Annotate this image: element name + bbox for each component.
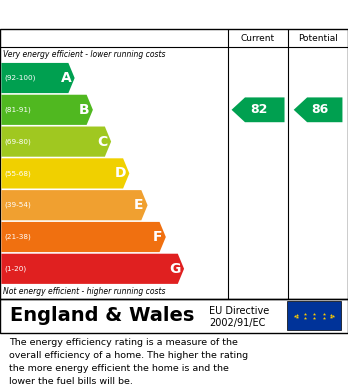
- Text: G: G: [170, 262, 181, 276]
- Text: The energy efficiency rating is a measure of the
overall efficiency of a home. T: The energy efficiency rating is a measur…: [9, 338, 248, 386]
- Polygon shape: [1, 127, 111, 157]
- Text: (1-20): (1-20): [4, 265, 26, 272]
- Text: E: E: [134, 198, 144, 212]
- Text: Not energy efficient - higher running costs: Not energy efficient - higher running co…: [3, 287, 166, 296]
- Polygon shape: [1, 63, 74, 93]
- Text: C: C: [97, 135, 108, 149]
- Bar: [287, 301, 341, 330]
- Text: F: F: [152, 230, 162, 244]
- Polygon shape: [1, 190, 148, 220]
- Text: 82: 82: [251, 103, 268, 116]
- Polygon shape: [1, 254, 184, 284]
- Text: (39-54): (39-54): [4, 202, 31, 208]
- Polygon shape: [1, 158, 129, 188]
- Text: England & Wales: England & Wales: [10, 307, 195, 325]
- Text: Potential: Potential: [298, 34, 338, 43]
- Polygon shape: [1, 95, 93, 125]
- Text: (92-100): (92-100): [4, 75, 35, 81]
- Text: Current: Current: [241, 34, 275, 43]
- Text: Very energy efficient - lower running costs: Very energy efficient - lower running co…: [3, 50, 166, 59]
- Text: (21-38): (21-38): [4, 234, 31, 240]
- Text: (81-91): (81-91): [4, 107, 31, 113]
- Text: 86: 86: [311, 103, 328, 116]
- Polygon shape: [231, 97, 285, 122]
- Text: (55-68): (55-68): [4, 170, 31, 177]
- Text: B: B: [79, 103, 89, 117]
- Text: (69-80): (69-80): [4, 138, 31, 145]
- Text: EU Directive: EU Directive: [209, 306, 269, 316]
- Text: 2002/91/EC: 2002/91/EC: [209, 318, 265, 328]
- Text: Energy Efficiency Rating: Energy Efficiency Rating: [9, 7, 219, 22]
- Text: A: A: [61, 71, 71, 85]
- Polygon shape: [1, 222, 166, 252]
- Polygon shape: [294, 97, 342, 122]
- Text: D: D: [115, 167, 126, 180]
